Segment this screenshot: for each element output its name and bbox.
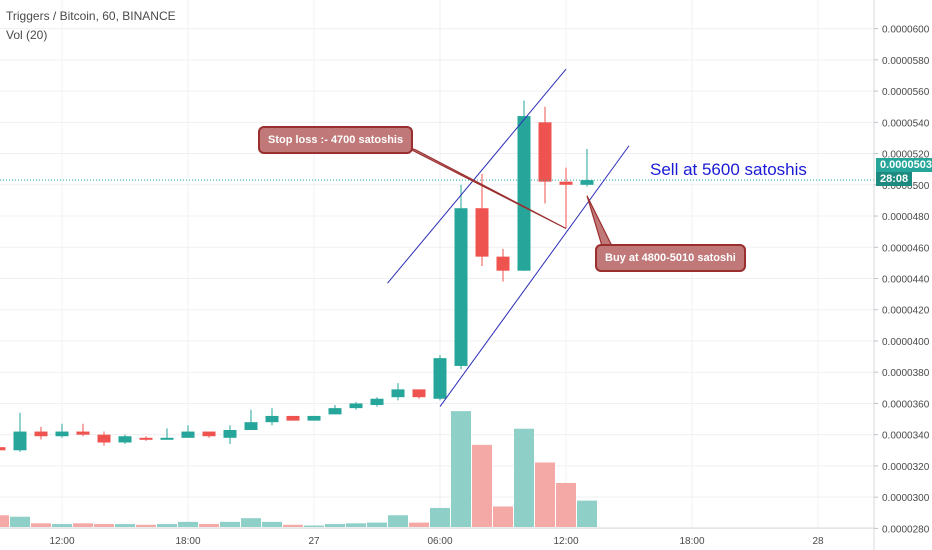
- price-axis-tick-label: 0.0000520: [882, 150, 930, 161]
- candle-body: [559, 181, 573, 185]
- volume-bar: [262, 521, 282, 527]
- candle-body: [370, 398, 384, 406]
- price-axis-tick-label: 0.0000400: [882, 337, 930, 348]
- candle-body: [139, 437, 153, 440]
- price-axis-tick-label: 0.0000480: [882, 212, 930, 223]
- volume-bar: [493, 506, 513, 527]
- candle-body: [97, 434, 111, 443]
- volume-bar: [94, 524, 114, 527]
- time-axis-tick-label: 18:00: [175, 536, 200, 547]
- price-axis-tick-label: 0.0000280: [882, 524, 930, 535]
- volume-bar: [577, 500, 597, 527]
- candle-body: [496, 256, 510, 271]
- volume-bar: [535, 462, 555, 527]
- time-axis-tick-label: 28: [812, 536, 824, 547]
- stop-loss-callout[interactable]: Stop loss :- 4700 satoshis: [258, 126, 414, 154]
- candle-body: [76, 431, 90, 435]
- candle-body: [265, 415, 279, 423]
- price-axis-tick-label: 0.0000600: [882, 25, 930, 36]
- time-axis-tick-label: 27: [308, 536, 320, 547]
- price-axis-tick-label: 0.0000460: [882, 243, 930, 254]
- sell-target-text[interactable]: Sell at 5600 satoshis: [650, 160, 807, 179]
- candle-body: [580, 180, 594, 185]
- volume-bar: [304, 525, 324, 527]
- channel-line-upper: [387, 68, 567, 284]
- volume-bar: [346, 523, 366, 527]
- time-axis-tick-label: 12:00: [49, 536, 74, 547]
- candle-body: [118, 436, 132, 443]
- candle-body: [223, 429, 237, 438]
- candle-body: [286, 415, 300, 421]
- candle-body: [307, 415, 321, 421]
- price-axis-tick-label: 0.0000360: [882, 399, 930, 410]
- volume-bar: [31, 523, 51, 527]
- candle-body: [475, 208, 489, 257]
- volume-bar: [241, 518, 261, 527]
- price-axis-tick-label: 0.0000380: [882, 368, 930, 379]
- volume-bar: [388, 515, 408, 527]
- candle-body: [181, 431, 195, 438]
- candle-body: [328, 408, 342, 415]
- volume-bar: [73, 523, 93, 527]
- volume-indicator-label: Vol (20): [6, 28, 48, 42]
- time-axis-tick-label: 12:00: [553, 536, 578, 547]
- time-axis-tick-label: 18:00: [679, 536, 704, 547]
- volume-bar: [367, 522, 387, 527]
- channel-line-lower: [439, 145, 630, 407]
- candle-body: [160, 437, 174, 440]
- candle-body: [391, 389, 405, 398]
- price-axis-tick-label: 0.0000300: [882, 493, 930, 504]
- volume-bar: [0, 515, 9, 527]
- candle-body: [538, 122, 552, 182]
- candle-body: [517, 116, 531, 271]
- volume-bar: [514, 428, 534, 527]
- volume-bar: [178, 521, 198, 527]
- price-axis-tick-label: 0.0000540: [882, 118, 930, 129]
- volume-bar: [451, 411, 471, 527]
- volume-bar: [136, 524, 156, 527]
- volume-bar: [52, 524, 72, 527]
- volume-bar: [430, 507, 450, 527]
- candle-body: [412, 389, 426, 398]
- price-axis-tick-label: 0.0000560: [882, 87, 930, 98]
- candle-body: [454, 208, 468, 366]
- candle-body: [0, 447, 6, 451]
- price-axis-tick-label: 0.0000580: [882, 56, 930, 67]
- candle-body: [13, 431, 27, 451]
- candle-body: [349, 403, 363, 409]
- price-axis-tick-label: 0.0000420: [882, 306, 930, 317]
- symbol-title: Triggers / Bitcoin, 60, BINANCE: [6, 9, 176, 23]
- volume-bar: [220, 521, 240, 527]
- volume-bar: [556, 483, 576, 527]
- volume-bar: [472, 444, 492, 527]
- buy-pointer: [586, 195, 613, 247]
- volume-bar: [10, 516, 30, 527]
- candle-body: [202, 431, 216, 437]
- buy-callout[interactable]: Buy at 4800-5010 satoshi: [595, 244, 746, 272]
- price-axis-tick-label: 0.0000440: [882, 275, 930, 286]
- volume-bar: [325, 524, 345, 527]
- volume-bar: [157, 524, 177, 527]
- volume-bar: [199, 524, 219, 527]
- candle-body: [55, 431, 69, 437]
- chart-legend: Triggers / Bitcoin, 60, BINANCE Vol (20): [6, 7, 176, 45]
- candle-body: [433, 358, 447, 399]
- candle-body: [34, 431, 48, 437]
- volume-bar: [283, 524, 303, 527]
- price-axis-tick-label: 0.0000500: [882, 181, 930, 192]
- price-axis-tick-label: 0.0000340: [882, 431, 930, 442]
- volume-bar: [409, 522, 429, 527]
- current-price-tag: 0.0000503: [876, 158, 932, 172]
- time-axis-tick-label: 06:00: [427, 536, 452, 547]
- candle-body: [244, 422, 258, 430]
- price-axis-tick-label: 0.0000320: [882, 462, 930, 473]
- volume-bar: [115, 524, 135, 527]
- candle-countdown-tag: 28:08: [876, 172, 913, 186]
